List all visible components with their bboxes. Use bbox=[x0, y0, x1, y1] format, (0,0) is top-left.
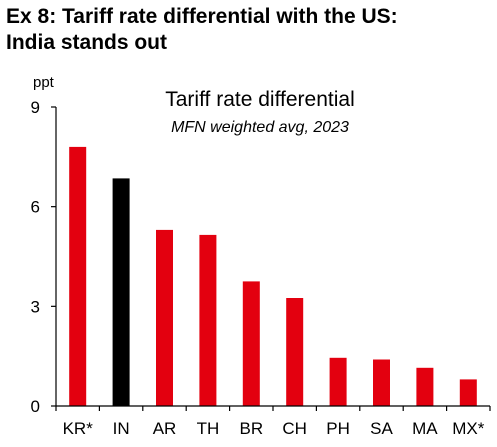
x-tick-label: TH bbox=[197, 419, 220, 438]
x-tick-label: SA bbox=[370, 419, 393, 438]
chart-subtitle: MFN weighted avg, 2023 bbox=[171, 119, 349, 136]
x-tick-label: MA bbox=[412, 419, 438, 438]
plot-area: KR* IN AR TH BR CH PH SA MA MX* 0 3 6 9 bbox=[31, 98, 491, 438]
y-tick-label: 0 bbox=[31, 397, 40, 416]
bar-sa bbox=[373, 359, 390, 406]
exhibit-title-line-2: India stands out bbox=[6, 31, 168, 54]
x-tick-label: BR bbox=[239, 419, 263, 438]
bar-mx bbox=[459, 379, 477, 406]
x-tick-label: CH bbox=[282, 419, 307, 438]
chart-title: Tariff rate differential bbox=[165, 88, 355, 111]
exhibit-title: Ex 8: Tariff rate differential with the … bbox=[6, 4, 494, 56]
x-tick-label: PH bbox=[326, 419, 350, 438]
bar-ar bbox=[156, 229, 173, 406]
bar-in bbox=[112, 178, 130, 406]
x-tick-label: IN bbox=[113, 419, 130, 438]
y-tick-label: 9 bbox=[31, 98, 40, 117]
bar-kr bbox=[69, 146, 87, 406]
bar-ch bbox=[286, 298, 304, 406]
y-tick-label: 6 bbox=[31, 198, 40, 217]
bar-ph bbox=[329, 357, 347, 406]
x-tick-label: MX* bbox=[452, 419, 485, 438]
x-tick-label: KR* bbox=[63, 419, 94, 438]
exhibit-title-line-1: Ex 8: Tariff rate differential with the … bbox=[6, 5, 398, 28]
bar-th bbox=[199, 234, 217, 406]
y-tick-label: 3 bbox=[31, 297, 40, 316]
y-axis-label: ppt bbox=[33, 74, 55, 91]
x-tick-label: AR bbox=[153, 419, 177, 438]
bar-br bbox=[242, 281, 260, 406]
bar-ma bbox=[416, 367, 434, 406]
